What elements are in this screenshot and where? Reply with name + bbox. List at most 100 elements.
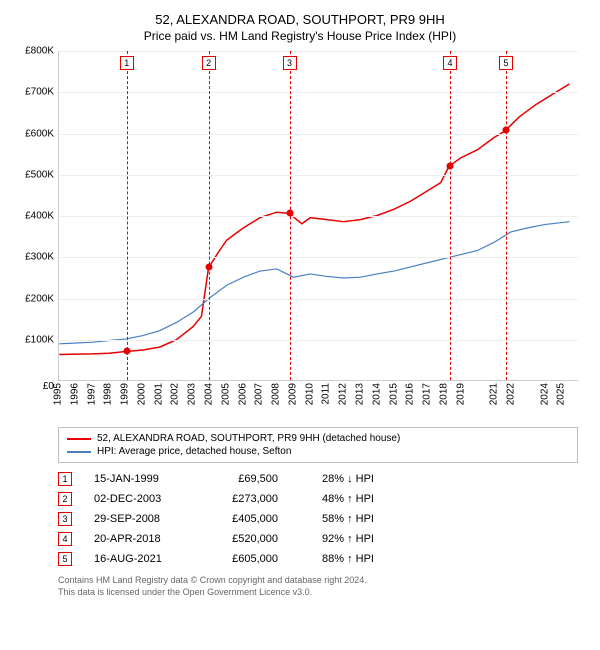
y-tick-label: £400K [25,211,54,222]
x-axis: 1995199619971998199920002001200220032004… [58,381,578,421]
sales-row: 4 20-APR-2018 £520,000 92% ↑ HPI [58,529,578,549]
sale-delta: 28% ↓ HPI [322,473,442,485]
x-tick-label: 1999 [120,383,131,405]
gridline [59,92,578,93]
sale-vline [450,51,451,380]
sale-delta: 48% ↑ HPI [322,493,442,505]
gridline [59,51,578,52]
sales-table: 1 15-JAN-1999 £69,500 28% ↓ HPI 2 02-DEC-2003… [58,469,578,569]
x-tick-label: 2016 [405,383,416,405]
x-tick-label: 2014 [371,383,382,405]
plot-wrap: £0£100K£200K£300K£400K£500K£600K£700K£80… [10,51,590,381]
sale-date: 20-APR-2018 [94,533,214,545]
x-tick-label: 1998 [103,383,114,405]
sale-price: £273,000 [218,493,318,505]
footer-line-2: This data is licensed under the Open Gov… [58,587,578,599]
legend: 52, ALEXANDRA ROAD, SOUTHPORT, PR9 9HH (… [58,427,578,463]
x-tick-label: 2018 [438,383,449,405]
x-tick-label: 2000 [136,383,147,405]
x-tick-label: 2008 [271,383,282,405]
x-tick-label: 2001 [153,383,164,405]
x-tick-label: 2004 [204,383,215,405]
chart-subtitle: Price paid vs. HM Land Registry's House … [10,29,590,43]
sale-delta: 58% ↑ HPI [322,513,442,525]
sale-marker-box: 1 [120,56,134,70]
y-tick-label: £500K [25,169,54,180]
x-tick-label: 2009 [287,383,298,405]
sale-point [123,348,130,355]
x-tick-label: 1995 [53,383,64,405]
y-tick-label: £200K [25,293,54,304]
x-tick-label: 2021 [489,383,500,405]
legend-label: HPI: Average price, detached house, Seft… [97,446,291,457]
legend-swatch [67,438,91,440]
legend-row: HPI: Average price, detached house, Seft… [67,445,569,458]
y-tick-label: £700K [25,87,54,98]
sale-date: 16-AUG-2021 [94,553,214,565]
gridline [59,257,578,258]
x-tick-label: 1997 [86,383,97,405]
sale-point [502,127,509,134]
y-tick-label: £100K [25,334,54,345]
sale-price: £605,000 [218,553,318,565]
sale-delta: 92% ↑ HPI [322,533,442,545]
sale-marker-box: 2 [202,56,216,70]
gridline [59,340,578,341]
sale-num-box: 1 [58,472,72,486]
sales-row: 5 16-AUG-2021 £605,000 88% ↑ HPI [58,549,578,569]
x-tick-label: 2022 [506,383,517,405]
gridline [59,175,578,176]
x-tick-label: 1996 [69,383,80,405]
sale-num-box: 3 [58,512,72,526]
y-tick-label: £300K [25,252,54,263]
x-tick-label: 2003 [187,383,198,405]
plot-area: 1 2 3 4 5 [58,51,578,381]
x-tick-label: 2015 [388,383,399,405]
gridline [59,299,578,300]
sale-date: 15-JAN-1999 [94,473,214,485]
gridline [59,134,578,135]
gridline [59,216,578,217]
x-tick-label: 2017 [422,383,433,405]
sale-vline [209,51,210,380]
series-line-hpi [59,222,569,344]
sale-date: 02-DEC-2003 [94,493,214,505]
x-tick-label: 2013 [355,383,366,405]
x-tick-label: 2010 [304,383,315,405]
sales-row: 2 02-DEC-2003 £273,000 48% ↑ HPI [58,489,578,509]
series-line-property [59,84,569,355]
x-tick-label: 2005 [220,383,231,405]
sale-price: £405,000 [218,513,318,525]
sale-delta: 88% ↑ HPI [322,553,442,565]
x-tick-label: 2011 [321,383,332,405]
sale-marker-box: 4 [443,56,457,70]
sale-vline [506,51,507,380]
chart-container: 52, ALEXANDRA ROAD, SOUTHPORT, PR9 9HH P… [10,12,590,598]
x-tick-label: 2019 [455,383,466,405]
legend-row: 52, ALEXANDRA ROAD, SOUTHPORT, PR9 9HH (… [67,432,569,445]
sale-marker-box: 5 [499,56,513,70]
sale-price: £520,000 [218,533,318,545]
sales-row: 329-SEP-2008£405,00058% ↑ HPI [58,509,578,529]
y-tick-label: £800K [25,46,54,57]
sale-price: £69,500 [218,473,318,485]
sale-num-box: 2 [58,492,72,506]
sale-num-box: 4 [58,532,72,546]
y-tick-label: £600K [25,128,54,139]
sale-point [446,162,453,169]
legend-swatch [67,451,91,453]
sale-marker-box: 3 [283,56,297,70]
x-tick-label: 2002 [170,383,181,405]
y-axis: £0£100K£200K£300K£400K£500K£600K£700K£80… [10,51,58,381]
legend-label: 52, ALEXANDRA ROAD, SOUTHPORT, PR9 9HH (… [97,433,400,444]
x-tick-label: 2007 [254,383,265,405]
x-tick-label: 2024 [539,383,550,405]
x-tick-label: 2012 [338,383,349,405]
footer-line-1: Contains HM Land Registry data © Crown c… [58,575,578,587]
footer: Contains HM Land Registry data © Crown c… [58,575,578,598]
sale-point [205,264,212,271]
sale-point [286,209,293,216]
x-tick-label: 2025 [556,383,567,405]
sale-num-box: 5 [58,552,72,566]
sale-vline [127,51,128,380]
